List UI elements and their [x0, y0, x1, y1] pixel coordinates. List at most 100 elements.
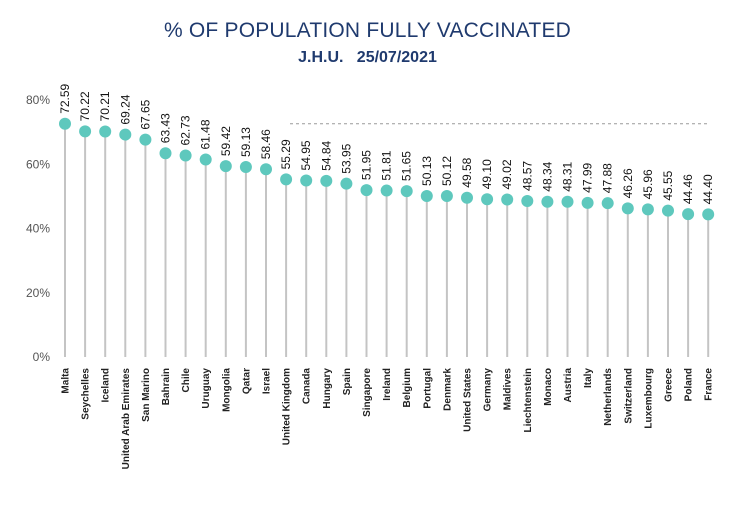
chart-title: % OF POPULATION FULLY VACCINATED — [163, 19, 572, 42]
data-point — [159, 147, 172, 160]
x-tick-label: France — [704, 368, 715, 401]
value-label: 55.29 — [279, 139, 293, 169]
data-point — [541, 195, 554, 208]
markers-group — [59, 117, 715, 221]
data-point — [300, 174, 313, 187]
data-point — [219, 160, 232, 173]
data-point — [340, 177, 353, 190]
x-tick-label: Belgium — [402, 368, 413, 408]
data-point — [440, 189, 453, 202]
value-label: 51.65 — [400, 151, 414, 181]
data-point — [621, 202, 634, 215]
x-tick-label: Seychelles — [81, 368, 92, 420]
data-point — [521, 194, 534, 207]
x-tick-label: Ireland — [382, 368, 393, 401]
data-point — [561, 195, 574, 208]
x-tick-label: Iceland — [101, 368, 112, 402]
x-tick-label: United Arab Emirates — [121, 368, 132, 470]
x-tick-label: Monaco — [543, 368, 554, 406]
data-point — [641, 203, 654, 216]
x-tick-label: Liechtenstein — [523, 368, 534, 432]
x-tick-label: United States — [463, 368, 474, 432]
x-tick-label: Bahrain — [161, 368, 172, 405]
data-point — [581, 196, 594, 209]
data-point — [99, 125, 112, 138]
value-label: 48.31 — [561, 161, 575, 191]
x-tick-label: Qatar — [241, 368, 252, 394]
data-point — [139, 133, 152, 146]
data-point — [501, 193, 514, 206]
value-label: 49.58 — [460, 157, 474, 187]
value-label: 49.10 — [480, 159, 494, 189]
x-tick-label: United Kingdom — [282, 368, 293, 445]
x-tick-label: Canada — [302, 368, 313, 405]
x-tick-label: Netherlands — [603, 368, 614, 426]
x-tick-label: Hungary — [322, 368, 333, 409]
value-label: 46.26 — [621, 168, 635, 198]
data-point — [199, 153, 212, 166]
y-tick-label: 0% — [33, 350, 51, 364]
x-tick-label: Uruguay — [201, 368, 212, 409]
value-label: 44.40 — [701, 174, 715, 204]
data-point — [280, 173, 293, 186]
data-point — [79, 125, 92, 138]
value-label: 45.96 — [641, 169, 655, 199]
y-tick-label: 80% — [26, 93, 50, 107]
value-labels-group: 72.59 70.22 70.21 69.24 67.65 63.43 62.73 61.48… — [58, 83, 715, 204]
x-tick-label: Maldives — [503, 368, 514, 411]
y-tick-label: 40% — [26, 222, 50, 236]
x-tick-label: Switzerland — [623, 368, 634, 424]
x-tick-label: Italy — [583, 368, 594, 388]
x-tick-label: Israel — [262, 368, 273, 394]
value-label: 50.13 — [420, 156, 434, 186]
data-point — [260, 163, 272, 176]
x-tick-label: Greece — [664, 368, 675, 402]
value-label: 61.48 — [199, 119, 213, 149]
value-label: 67.65 — [138, 99, 152, 129]
chart-subtitle: J.H.U. 25/07/2021 — [298, 49, 437, 66]
value-label: 54.95 — [299, 140, 313, 170]
data-point — [360, 184, 373, 197]
data-point — [601, 197, 614, 210]
x-tick-label: Portugal — [422, 368, 433, 409]
value-label: 59.13 — [239, 127, 253, 157]
value-label: 47.99 — [581, 162, 595, 192]
data-point — [380, 184, 393, 197]
x-tick-label: Luxembourg — [643, 368, 654, 429]
y-tick-label: 20% — [26, 286, 50, 300]
value-label: 69.24 — [118, 94, 132, 124]
x-tick-label: San Marino — [141, 368, 152, 422]
stems-group — [64, 123, 710, 357]
data-point — [481, 193, 494, 206]
value-label: 58.46 — [259, 129, 273, 159]
data-point — [702, 208, 715, 221]
data-point — [662, 204, 674, 217]
x-tick-label: Poland — [684, 368, 695, 401]
y-tick-label: 60% — [26, 157, 50, 171]
value-label: 44.46 — [681, 174, 695, 204]
value-label: 62.73 — [179, 115, 193, 145]
x-tick-label: Malta — [61, 368, 72, 394]
x-tick-label: Chile — [181, 368, 192, 393]
data-point — [119, 128, 132, 141]
y-axis: 0% 20% 40% 60% 80% — [26, 93, 50, 364]
value-label: 54.84 — [319, 140, 333, 170]
value-label: 72.59 — [58, 83, 72, 113]
data-point — [320, 174, 333, 187]
value-label: 45.55 — [661, 170, 675, 200]
value-label: 47.88 — [601, 163, 615, 193]
x-axis-labels: Malta Seychelles Iceland United Arab Emirat… — [61, 368, 715, 470]
x-tick-label: Singapore — [362, 368, 373, 417]
x-tick-label: Denmark — [442, 368, 453, 411]
value-label: 51.81 — [380, 150, 394, 180]
x-tick-label: Mongolia — [221, 368, 232, 412]
data-point — [682, 208, 695, 221]
value-label: 48.34 — [540, 161, 554, 191]
value-label: 51.95 — [360, 150, 374, 180]
data-point — [239, 161, 252, 174]
value-label: 48.57 — [520, 161, 534, 191]
value-label: 53.95 — [339, 143, 353, 173]
data-point — [179, 149, 192, 162]
data-point — [400, 185, 413, 198]
